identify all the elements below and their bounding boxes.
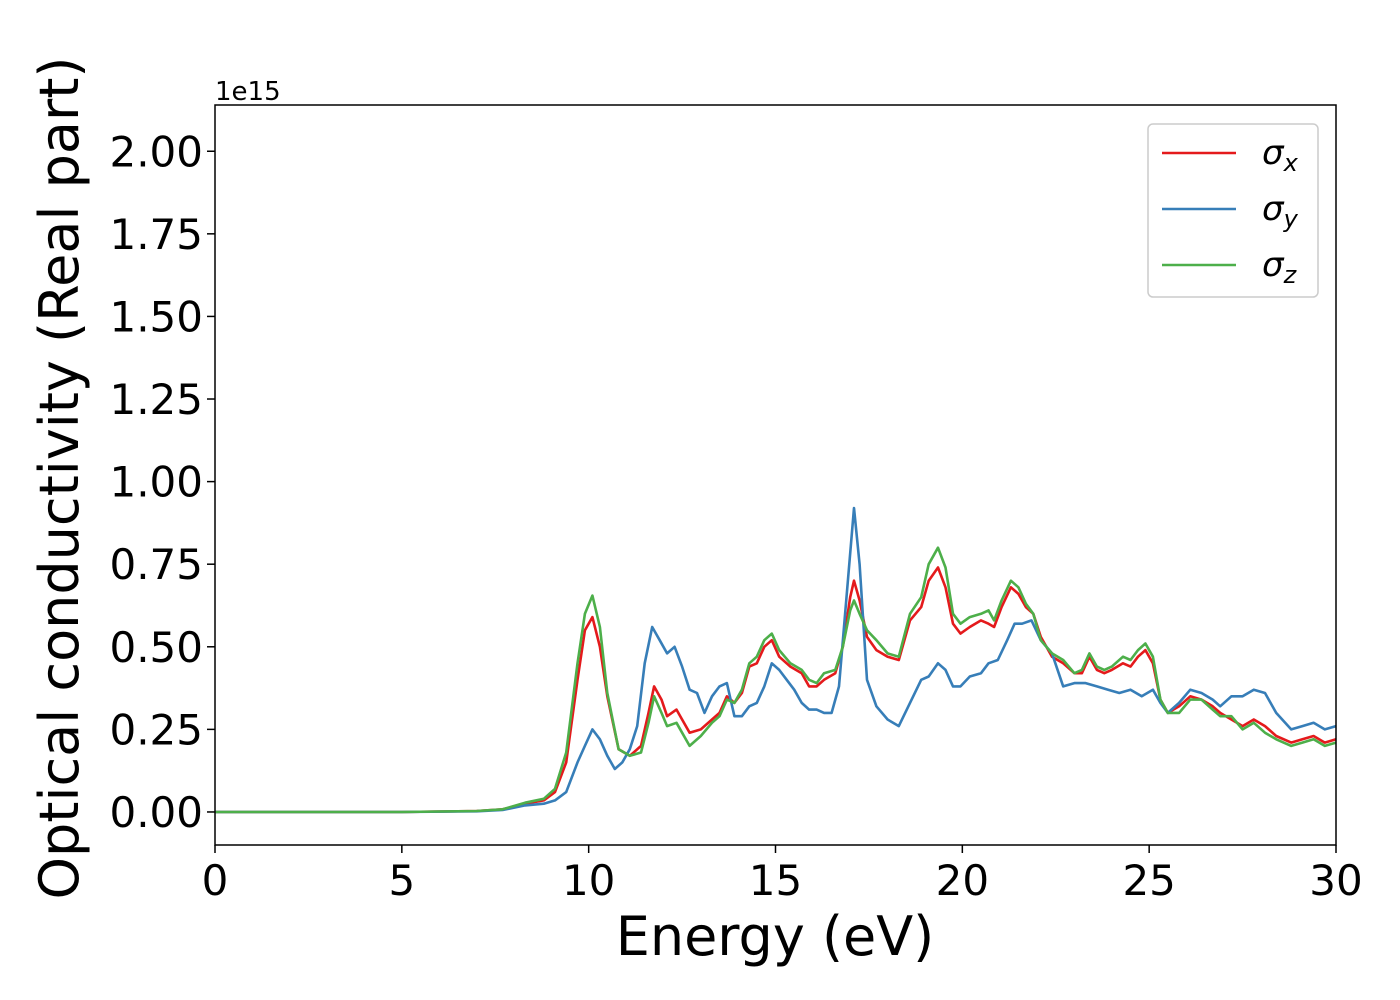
x-tick-label: 5 [388,856,415,905]
legend-label-y: σy [1262,189,1299,233]
x-tick-label: 20 [936,856,989,905]
y-tick-label: 0.75 [109,540,203,589]
y-tick-label: 1.50 [109,292,203,341]
x-axis-label: Energy (eV) [616,905,935,968]
y-axis-label: Optical conductivity (Real part) [28,57,91,900]
x-tick-label: 15 [749,856,802,905]
legend-frame [1147,123,1319,298]
x-tick-label: 10 [562,856,615,905]
x-tick-label: 0 [202,856,229,905]
y-tick-label: 0.50 [109,623,203,672]
y-offset-label: 1e15 [215,77,281,107]
y-tick-label: 1.00 [109,458,203,507]
y-axis-ticks: 0.00 0.25 0.50 0.75 1.00 1.25 1.50 1.75 2.00 [109,127,215,837]
series-layer [215,506,1336,814]
y-tick-label: 0.00 [109,788,203,837]
x-tick-label: 25 [1122,856,1175,905]
y-tick-label: 1.75 [109,210,203,259]
y-tick-label: 0.25 [109,705,203,754]
y-tick-label: 2.00 [109,127,203,176]
series-line-z [215,546,1336,814]
x-tick-label: 30 [1309,856,1362,905]
x-axis-ticks: 0 5 10 15 20 25 30 [202,845,1363,905]
y-tick-label: 1.25 [109,375,203,424]
